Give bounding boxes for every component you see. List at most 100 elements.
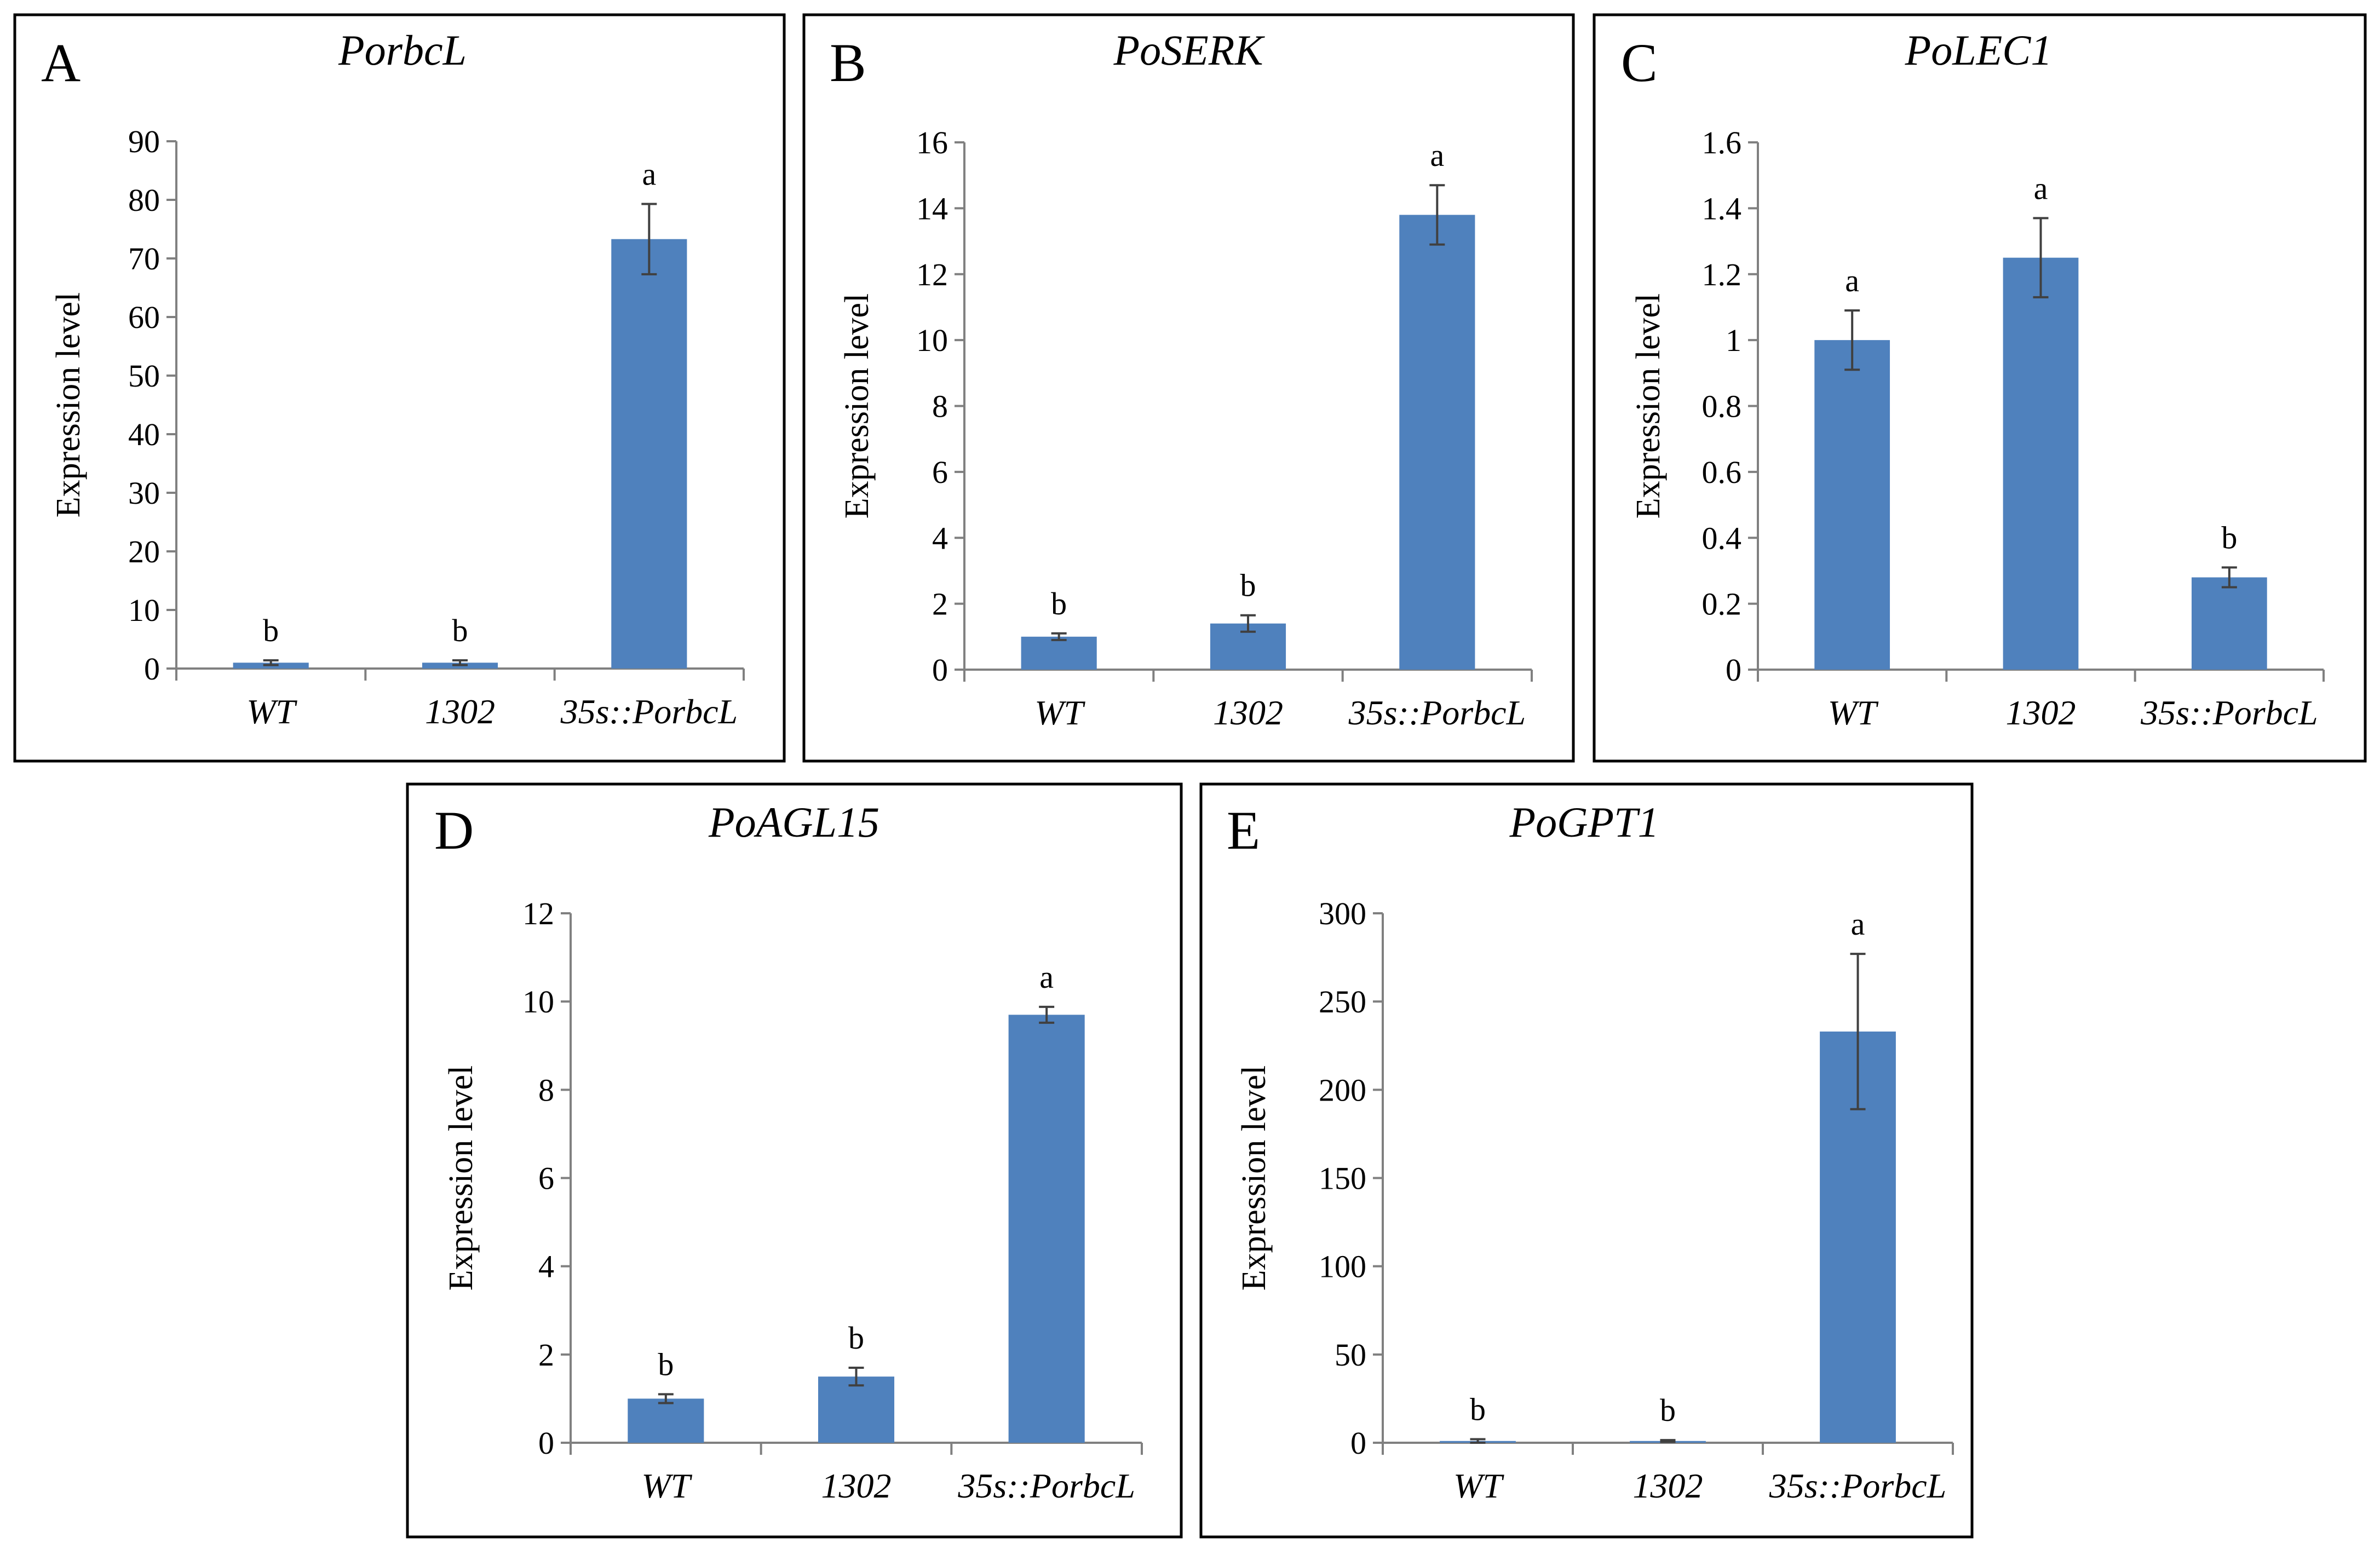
panel-frame — [1593, 13, 2367, 763]
y-axis-label: Expression level — [442, 1066, 480, 1291]
y-tick-label: 90 — [128, 124, 160, 159]
significance-label-0: b — [263, 613, 279, 648]
y-tick-label: 70 — [128, 241, 160, 277]
y-tick-label: 0 — [1726, 652, 1741, 688]
panel-c: C PoLEC1 Expression level 0 0.2 0.4 0.6 0.8 1 1.2… — [1593, 13, 2367, 763]
y-tick-label: 0 — [932, 652, 948, 688]
panel-b: B PoSERK Expression level 0 2 4 6 8 10 12 14 16 b WT b… — [802, 13, 1575, 763]
y-tick-label: 0 — [538, 1425, 554, 1461]
y-tick-label: 1.2 — [1702, 257, 1742, 292]
chart-title: PoAGL15 — [708, 798, 879, 846]
panel-a: A PorbcL Expression level 0 10 20 30 40 50 60 70 80… — [13, 13, 786, 763]
y-tick-label: 1 — [1726, 322, 1741, 358]
significance-label-1: b — [848, 1320, 864, 1356]
panel-letter: C — [1621, 32, 1658, 93]
significance-label-1: a — [2034, 170, 2048, 206]
y-tick-label: 80 — [128, 182, 160, 218]
panel-letter: D — [434, 800, 474, 861]
significance-label-0: b — [1470, 1392, 1486, 1427]
chart-title: PoLEC1 — [1905, 26, 2053, 74]
y-tick-label: 0.6 — [1702, 454, 1742, 490]
y-tick-label: 4 — [932, 520, 948, 556]
y-tick-label: 10 — [916, 322, 948, 358]
significance-label-1: b — [1240, 568, 1256, 603]
x-tick-label-2: 35s::PorbcL — [560, 692, 738, 731]
y-tick-label: 250 — [1319, 984, 1366, 1020]
x-tick-label-2: 35s::PorbcL — [957, 1466, 1135, 1505]
y-tick-label: 1.4 — [1702, 191, 1742, 226]
panel-letter: E — [1227, 800, 1260, 861]
y-axis-label: Expression level — [1235, 1066, 1273, 1291]
y-tick-label: 300 — [1319, 896, 1366, 931]
panel-frame — [406, 782, 1183, 1539]
y-tick-label: 100 — [1319, 1249, 1366, 1285]
y-tick-label: 50 — [1335, 1337, 1366, 1373]
y-tick-label: 200 — [1319, 1072, 1366, 1108]
y-tick-label: 0 — [144, 651, 160, 687]
x-tick-label-2: 35s::PorbcL — [1348, 693, 1526, 732]
y-tick-label: 12 — [522, 896, 554, 931]
x-tick-label-0: WT — [1828, 693, 1879, 732]
bar-2 — [2191, 577, 2267, 670]
y-tick-label: 12 — [916, 257, 948, 292]
y-tick-label: 10 — [128, 592, 160, 628]
y-tick-label: 1.6 — [1702, 125, 1742, 160]
significance-label-0: a — [1845, 263, 1859, 298]
panel-frame — [1199, 782, 1974, 1539]
significance-label-2: a — [1851, 906, 1865, 942]
y-tick-label: 10 — [522, 984, 554, 1020]
chart-title: PoGPT1 — [1509, 798, 1659, 846]
x-tick-label-0: WT — [1453, 1466, 1504, 1505]
significance-label-1: b — [452, 613, 468, 648]
bar-0 — [628, 1398, 704, 1443]
y-tick-label: 2 — [538, 1337, 554, 1373]
y-tick-label: 20 — [128, 534, 160, 569]
panel-frame — [13, 13, 786, 763]
chart-title: PorbcL — [338, 26, 467, 74]
y-tick-label: 6 — [538, 1161, 554, 1196]
panel-letter: A — [41, 32, 81, 93]
y-tick-label: 8 — [932, 389, 948, 424]
y-tick-label: 0.4 — [1702, 520, 1742, 556]
bar-2 — [1008, 1015, 1085, 1443]
significance-label-2: a — [1039, 959, 1054, 995]
x-tick-label-1: 1302 — [425, 692, 495, 731]
y-tick-label: 0.2 — [1702, 586, 1742, 622]
x-tick-label-0: WT — [246, 692, 297, 731]
y-tick-label: 30 — [128, 475, 160, 511]
x-tick-label-2: 35s::PorbcL — [1769, 1466, 1947, 1505]
y-tick-label: 2 — [932, 586, 948, 622]
bar-0 — [1814, 340, 1890, 670]
significance-label-0: b — [1051, 586, 1067, 621]
x-tick-label-1: 1302 — [821, 1466, 892, 1505]
y-axis-label: Expression level — [838, 293, 876, 519]
significance-label-2: a — [1430, 137, 1444, 173]
x-tick-label-1: 1302 — [1633, 1466, 1703, 1505]
y-tick-label: 150 — [1319, 1161, 1366, 1196]
x-tick-label-1: 1302 — [1213, 693, 1283, 732]
x-tick-label-1: 1302 — [2006, 693, 2076, 732]
y-tick-label: 8 — [538, 1072, 554, 1108]
significance-label-2: a — [642, 156, 656, 192]
y-tick-label: 50 — [128, 358, 160, 394]
panel-frame — [802, 13, 1575, 763]
y-tick-label: 6 — [932, 454, 948, 490]
y-axis-label: Expression level — [50, 292, 87, 518]
significance-label-0: b — [658, 1346, 674, 1382]
bar-1 — [2003, 257, 2079, 670]
panel-letter: B — [830, 32, 866, 93]
y-tick-label: 4 — [538, 1249, 554, 1285]
y-tick-label: 0.8 — [1702, 389, 1742, 424]
significance-label-1: b — [1660, 1392, 1676, 1428]
x-tick-label-0: WT — [641, 1466, 692, 1505]
y-tick-label: 14 — [916, 191, 948, 226]
y-tick-label: 60 — [128, 300, 160, 335]
y-axis-label: Expression level — [1630, 293, 1667, 519]
y-tick-label: 16 — [916, 125, 948, 160]
x-tick-label-0: WT — [1034, 693, 1085, 732]
panel-e: E PoGPT1 Expression level 0 50 100 150 200 250 30… — [1199, 782, 1974, 1539]
panel-d: D PoAGL15 Expression level 0 2 4 6 8 10 12 b WT b 130… — [406, 782, 1183, 1539]
y-tick-label: 0 — [1350, 1425, 1366, 1461]
y-tick-label: 40 — [128, 417, 160, 452]
